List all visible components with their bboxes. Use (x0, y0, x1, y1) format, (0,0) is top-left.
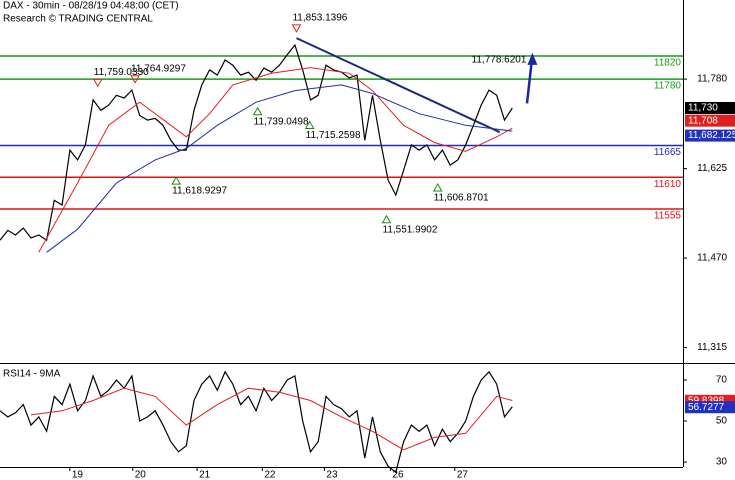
pivot-label: 11,715.2598 (306, 130, 361, 141)
target-label: 11,778.6201 (472, 55, 527, 66)
level-label: 11820 (654, 58, 682, 69)
arrow-head (527, 52, 538, 65)
price-tag-label: 56.7277 (688, 402, 725, 413)
price-tag-label: 59.8398 (688, 395, 725, 406)
chart-subtitle: Research © TRADING CENTRAL (3, 14, 153, 25)
pivot-label: 11,853.1396 (292, 13, 347, 24)
level-label: 11555 (654, 211, 682, 222)
level-label: 11780 (654, 81, 682, 92)
series-line (0, 370, 513, 474)
y-tick-label: 30 (716, 457, 728, 468)
price-tag-label: 11,682.125 (688, 130, 735, 141)
pivot-marker (291, 24, 302, 33)
pivot-label: 11,606.8701 (434, 193, 489, 204)
pivot-marker (130, 75, 140, 84)
y-tick-label: 11,625 (697, 163, 727, 174)
pivot-marker (92, 78, 103, 88)
x-tick-label: 22 (264, 470, 276, 480)
price-tag (685, 401, 735, 414)
y-tick-label: 11,780 (697, 74, 727, 85)
x-tick-label: 20 (135, 470, 147, 480)
x-tick-label: 26 (392, 470, 404, 480)
series-line (0, 43, 513, 242)
pivot-label: 11,618.9297 (172, 186, 227, 197)
pivot-label: 11,551.9902 (383, 224, 438, 235)
series-line (30, 387, 513, 451)
y-tick-label: 11,315 (697, 342, 727, 353)
x-tick-label: 19 (72, 470, 84, 480)
price-tag (685, 101, 735, 114)
level-label: 11665 (654, 147, 682, 158)
pivot-marker (381, 214, 392, 224)
price-tag (685, 114, 735, 127)
x-tick-label: 21 (199, 470, 211, 480)
x-tick-label: 23 (326, 470, 338, 480)
pivot-label: 11,739.0498 (254, 116, 309, 127)
y-tick-label: 50 (716, 416, 728, 427)
series-line (38, 67, 513, 253)
trendline (296, 37, 501, 134)
series-line (46, 84, 513, 253)
pivot-marker (304, 120, 315, 129)
y-tick-label: 11,470 (697, 253, 727, 264)
pivot-marker (171, 176, 182, 185)
level-label: 11610 (654, 179, 682, 190)
y-tick-label: 70 (716, 375, 728, 386)
rsi-title: RSI14 - 9MA (3, 369, 61, 380)
pivot-label: 11,764.9297 (131, 63, 186, 74)
pivot-label: 11,759.0330 (94, 67, 149, 78)
pivot-marker (252, 106, 263, 116)
price-tag-label: 11,730 (688, 103, 718, 114)
x-tick-label: 27 (457, 470, 469, 480)
price-tag (685, 129, 735, 142)
chart-title: DAX - 30min - 08/28/19 04:48:00 (CET) (3, 1, 179, 12)
price-tag-label: 11,708 (688, 115, 718, 126)
pivot-marker (432, 183, 443, 192)
